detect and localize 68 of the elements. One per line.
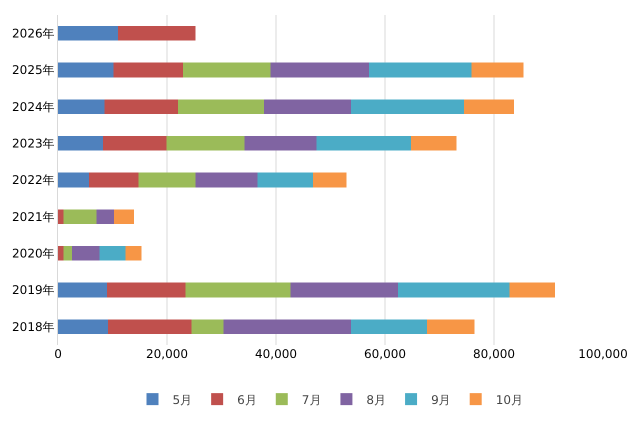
legend-label: 5月 bbox=[172, 392, 192, 407]
bar bbox=[138, 172, 196, 188]
legend-label: 6月 bbox=[237, 392, 257, 407]
bar bbox=[58, 209, 64, 224]
y-tick-label: 2021年 bbox=[12, 210, 55, 224]
legend-label: 10月 bbox=[496, 392, 523, 407]
x-tick-label: 80,000 bbox=[473, 347, 515, 361]
bar bbox=[186, 282, 291, 298]
bar bbox=[103, 136, 166, 151]
bar bbox=[104, 99, 178, 114]
bar bbox=[89, 172, 139, 188]
bar bbox=[107, 282, 186, 298]
bar bbox=[270, 62, 370, 78]
bar bbox=[351, 319, 427, 334]
bar bbox=[58, 319, 108, 334]
legend-label: 7月 bbox=[302, 392, 322, 407]
bar bbox=[126, 246, 142, 261]
bar bbox=[58, 172, 90, 188]
bar bbox=[58, 282, 108, 298]
y-tick-label: 2022年 bbox=[12, 173, 55, 188]
y-tick-label: 2024年 bbox=[12, 100, 55, 114]
legend-label: 9月 bbox=[431, 392, 451, 407]
bar bbox=[166, 136, 244, 151]
x-tick-label: 60,000 bbox=[364, 347, 406, 361]
bar bbox=[509, 282, 556, 298]
y-tick-label: 2026年 bbox=[12, 26, 55, 41]
bar bbox=[72, 246, 100, 261]
bar bbox=[58, 26, 118, 41]
bar bbox=[58, 136, 104, 151]
x-tick-label: 40,000 bbox=[255, 347, 297, 361]
y-tick-label: 2025年 bbox=[12, 63, 55, 78]
bar bbox=[63, 246, 72, 261]
bar bbox=[464, 99, 514, 114]
bar bbox=[118, 26, 196, 41]
bar bbox=[290, 282, 398, 298]
bar bbox=[178, 99, 264, 114]
x-tick-label: 20,000 bbox=[146, 347, 188, 361]
bar bbox=[114, 62, 183, 78]
bar bbox=[264, 99, 352, 114]
bar bbox=[58, 99, 104, 114]
bar bbox=[114, 209, 134, 224]
x-tick-label: 100,000 bbox=[578, 347, 628, 361]
bar bbox=[313, 172, 346, 188]
bar bbox=[63, 209, 97, 224]
y-tick-label: 2018年 bbox=[12, 320, 55, 334]
bar bbox=[224, 319, 352, 334]
bar bbox=[351, 99, 464, 114]
y-tick-label: 2019年 bbox=[12, 283, 55, 298]
bar bbox=[257, 172, 314, 188]
bar bbox=[58, 246, 64, 261]
bar bbox=[472, 62, 524, 78]
y-tick-label: 2023年 bbox=[12, 136, 55, 151]
bar bbox=[192, 319, 224, 334]
bar bbox=[96, 209, 114, 224]
legend-label: 8月 bbox=[366, 392, 386, 407]
bar bbox=[244, 136, 316, 151]
bar bbox=[58, 62, 114, 78]
bar bbox=[108, 319, 192, 334]
bar bbox=[369, 62, 472, 78]
bar bbox=[411, 136, 456, 151]
bar bbox=[398, 282, 510, 298]
y-tick-label: 2020年 bbox=[12, 246, 55, 261]
bar bbox=[426, 319, 474, 334]
bar bbox=[99, 246, 126, 261]
bar bbox=[316, 136, 412, 151]
bar bbox=[182, 62, 271, 78]
bar bbox=[195, 172, 258, 188]
x-tick-label: 0 bbox=[54, 347, 62, 361]
